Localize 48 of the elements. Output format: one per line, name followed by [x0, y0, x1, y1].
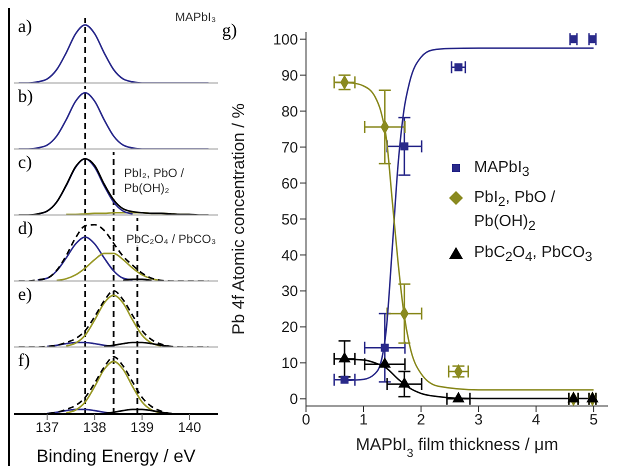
x-tick-label: 0	[302, 412, 310, 429]
y-tick-label: 100	[272, 32, 298, 49]
chart-title: f)	[18, 350, 30, 371]
point	[454, 63, 462, 72]
y-axis-title: Pb 4f Atomic concentration / %	[229, 103, 248, 335]
text: MAPbI₃	[175, 10, 216, 25]
y-tick-label: 80	[281, 103, 298, 120]
chart-title: d)	[18, 218, 33, 239]
point	[588, 35, 596, 44]
x-axis-title: Binding Energy / eV	[36, 446, 196, 466]
point	[567, 392, 580, 402]
chart-title: g)	[222, 20, 237, 41]
point	[380, 344, 389, 352]
annotation: PbI₂, PbO / Pb(OH)₂	[124, 166, 216, 196]
legend-label: PbC$_{2}$O$_{4}$, PbCO$_{3}$	[474, 242, 592, 266]
y-tick-label: 10	[281, 355, 298, 372]
y-tick-label: 20	[281, 319, 298, 336]
point	[452, 392, 465, 402]
point	[378, 357, 391, 368]
point	[398, 377, 410, 388]
point	[338, 352, 351, 362]
chart-title: e)	[18, 284, 32, 305]
x-tick-label: 3	[474, 412, 483, 429]
point	[340, 376, 349, 384]
chart-title: b)	[18, 86, 33, 107]
y-tick-label: 70	[281, 139, 298, 156]
x-tick-label: 1	[359, 412, 368, 429]
x-tick-label: 140	[178, 418, 202, 435]
point	[586, 392, 599, 402]
x-tick-label: 4	[532, 412, 540, 429]
x-tick-label: 2	[416, 412, 426, 429]
y-tick-label: 50	[281, 211, 298, 228]
x-axis-title: MAPbI$_{3}$ film thickness / μm	[356, 435, 558, 460]
y-tick-label: 60	[281, 175, 298, 192]
annotation: PbC₂O₄ / PbCO₃	[126, 232, 216, 247]
chart-title: a)	[18, 16, 32, 37]
legend-label: MAPbI$_{3}$	[474, 158, 530, 182]
x-tick-label: 139	[130, 418, 154, 435]
y-tick-label: 30	[281, 283, 298, 300]
chart-title: c)	[18, 152, 32, 173]
x-tick-label: 138	[82, 418, 107, 435]
y-tick-label: 40	[281, 247, 298, 264]
x-tick-label: 137	[36, 418, 60, 435]
legend-label: PbI$_{2}$, PbO / Pb(OH)$_{2}$	[474, 188, 556, 236]
y-tick-label: 90	[281, 67, 298, 84]
y-tick-label: 0	[290, 391, 298, 408]
point	[400, 142, 408, 150]
x-tick-label: 5	[589, 412, 598, 429]
